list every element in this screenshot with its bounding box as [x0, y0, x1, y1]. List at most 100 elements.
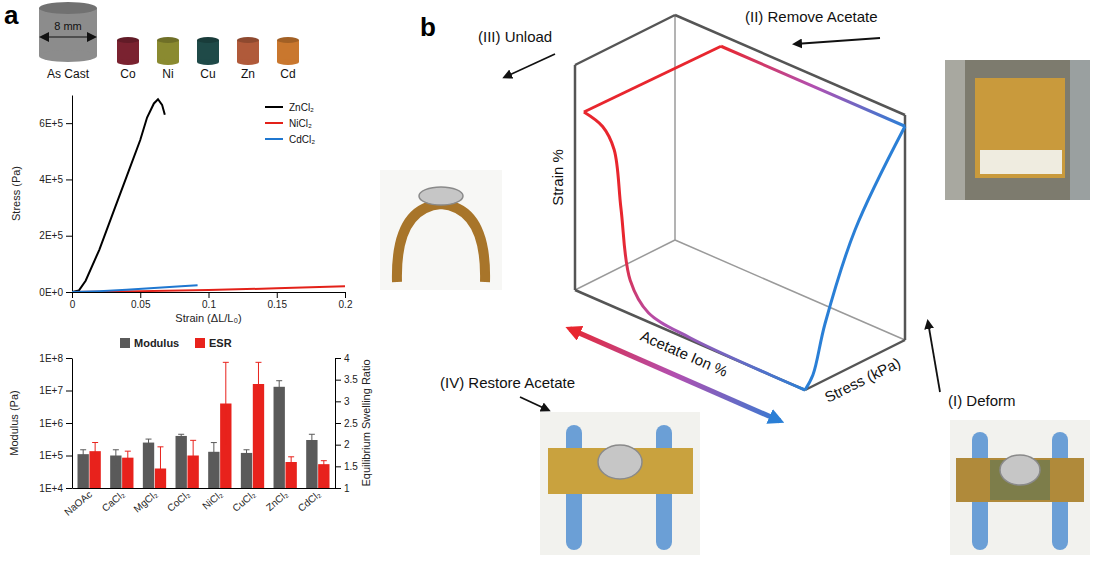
x-axis-tick: 0.2 [339, 292, 353, 310]
y-axis-tick-mark [66, 423, 72, 424]
step-arrow [505, 54, 555, 77]
y2-axis-tick-label: 2 [344, 439, 350, 450]
error-bar [288, 457, 294, 467]
x-axis-tick: 0.15 [268, 292, 288, 310]
y-axis-tick: 1E+6 [39, 418, 72, 429]
error-bar-line [95, 443, 96, 460]
y-axis-title: Modulus (Pa) [8, 390, 20, 455]
x-axis-tick-label: NiCl₂ [200, 488, 225, 511]
error-bar-line [213, 443, 214, 488]
y2-axis-title: Equilibrium Swelling Ratio [360, 359, 372, 486]
step-arrow [928, 322, 940, 392]
photo-clamp [945, 60, 965, 200]
y-axis-tick-label: 1E+7 [39, 385, 63, 396]
y-axis-tick-label: 4E+5 [39, 174, 63, 185]
size-arrow [42, 36, 94, 37]
axis-title: Strain % [549, 149, 566, 206]
sample-bottom [237, 59, 259, 65]
error-bar [244, 450, 250, 457]
error-bar-line [83, 450, 84, 461]
bar-chart: NaOAcCaCl₂MgCl₂CoCl₂NiCl₂CuCl₂ZnCl₂CdCl₂… [8, 337, 372, 518]
step-label: (IV) Restore Acetate [440, 374, 575, 391]
x-axis-tick: CuCl₂ [230, 488, 257, 513]
photo-coin [419, 187, 463, 205]
bar [176, 436, 187, 488]
photo-background [950, 420, 1090, 555]
sample-bottom [197, 59, 219, 65]
y2-axis-tick: 4 [335, 353, 350, 364]
box-edge [575, 15, 675, 65]
error-bar [113, 450, 119, 466]
samples: As CastCoNiCuZnCd8 mm [39, 2, 299, 81]
sample-label: Ni [162, 67, 173, 81]
y2-axis-tick-label: 3.5 [344, 374, 358, 385]
box-edge [574, 65, 577, 290]
legend: ZnCl₂NiCl₂CdCl₂ [265, 102, 315, 145]
y2-axis: 11.522.533.54 [335, 353, 358, 494]
error-bar-cap [276, 380, 282, 381]
y-axis-tick: 1E+8 [39, 353, 72, 364]
box-edge [675, 15, 905, 115]
y2-axis-tick-mark [335, 380, 341, 381]
y-axis-tick-mark [66, 391, 72, 392]
error-bar-cap [321, 460, 327, 461]
x-axis-tick: CaCl₂ [100, 488, 127, 513]
cycle-curve [584, 46, 721, 112]
cycle-diagram: bAcetate Ion %Strain %Stress (kPa)(I) De… [420, 8, 1016, 421]
y-axis-tick-mark [66, 123, 72, 124]
x-axis-tick: ZnCl₂ [264, 488, 290, 513]
y2-axis-tick: 3 [335, 396, 350, 407]
x-axis-tick-mark [277, 292, 278, 298]
x-axis-tick: MgCl₂ [131, 488, 159, 514]
legend-label: ESR [209, 337, 232, 349]
error-bar-line [115, 450, 116, 466]
sample-top [277, 37, 299, 43]
x-axis-tick-label: 0.05 [131, 299, 151, 310]
sample-top [237, 37, 259, 43]
y2-axis-tick-label: 3 [344, 396, 350, 407]
step-label: (II) Remove Acetate [745, 8, 878, 25]
error-bar [125, 451, 131, 464]
legend-label: ZnCl₂ [289, 102, 314, 113]
legend-label: CdCl₂ [289, 134, 315, 145]
y2-axis-tick-label: 1 [344, 483, 350, 494]
sample-body [277, 40, 299, 62]
y-axis-tick-label: 1E+4 [39, 483, 63, 494]
legend-swatch [265, 138, 283, 140]
sample-body [197, 40, 219, 62]
y-axis-tick: 4E+5 [39, 174, 72, 185]
legend-swatch [195, 338, 205, 348]
sample-body [157, 40, 179, 62]
size-label: 8 mm [54, 20, 82, 32]
error-bar-line [160, 447, 161, 488]
error-bar [80, 450, 86, 461]
y-axis-title: Stress (Pa) [10, 166, 22, 221]
photo-background [945, 60, 1090, 200]
box-edge [675, 240, 905, 340]
photo-film [975, 78, 1065, 178]
legend-swatch [265, 106, 283, 108]
y2-axis-tick: 1 [335, 483, 350, 494]
y-axis-tick-mark [66, 488, 72, 489]
series-line [72, 99, 165, 292]
error-bar-cap [146, 439, 152, 440]
error-bar [255, 362, 261, 405]
error-bar-line [127, 451, 128, 464]
error-bar-cap [178, 434, 184, 435]
photos [380, 60, 1090, 555]
x-axis-tick: NaOAc [62, 489, 94, 518]
y-axis-tick-mark [66, 456, 72, 457]
sample-label: Zn [241, 67, 255, 81]
y-axis-tick-label: 6E+5 [39, 118, 63, 129]
y2-axis-tick-mark [335, 445, 341, 446]
photo-film-edge [980, 150, 1062, 174]
y-axis-line [72, 359, 73, 489]
error-bar [157, 447, 163, 488]
y-axis-tick: 1E+4 [39, 483, 72, 494]
sample-bottom [39, 50, 97, 62]
plot-area [72, 99, 345, 292]
x-axis-tick-label: 0.1 [202, 299, 216, 310]
x-axis-title: Strain (ΔL/L₀) [175, 312, 241, 324]
x-axis-tick-label: CaCl₂ [100, 488, 127, 513]
y-axis-tick-mark [66, 358, 72, 359]
